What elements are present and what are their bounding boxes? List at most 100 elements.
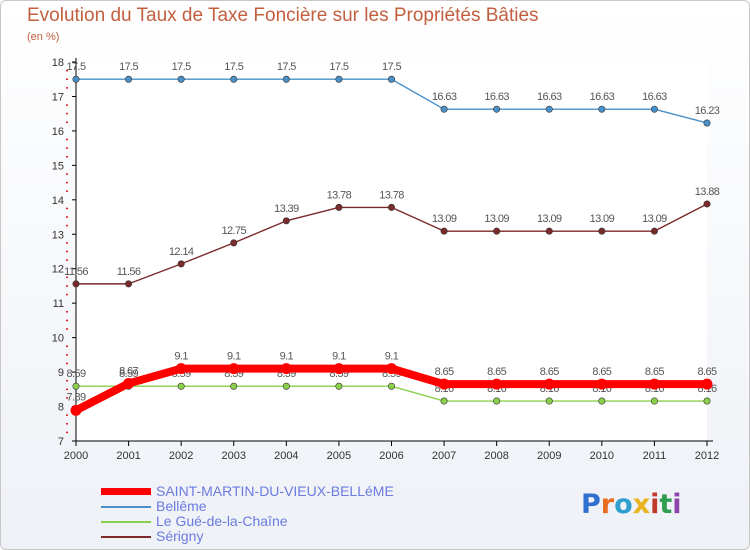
data-label: 9.1 [385, 351, 399, 363]
data-point [282, 382, 290, 390]
x-tick-label: 2006 [379, 450, 403, 462]
data-label: 17.5 [329, 61, 348, 73]
data-point [125, 75, 133, 83]
legend-swatch [101, 506, 151, 508]
data-point [230, 382, 238, 390]
data-point [175, 363, 187, 375]
data-label: 11.56 [64, 266, 88, 278]
data-point [387, 382, 395, 390]
data-point [282, 75, 290, 83]
logo-letter: i [650, 489, 660, 520]
x-tick-label: 2005 [327, 450, 351, 462]
data-label: 17.5 [277, 61, 296, 73]
legend-item: Sérigny [101, 528, 461, 544]
data-point [335, 203, 343, 211]
data-point [387, 203, 395, 211]
data-point [493, 227, 501, 235]
data-label: 8.65 [540, 366, 559, 378]
data-label: 8.65 [592, 366, 611, 378]
x-tick-label: 2008 [484, 450, 508, 462]
data-label: 16.63 [484, 91, 509, 103]
data-point [335, 75, 343, 83]
logo-letter: P [581, 489, 601, 520]
legend-label: Sérigny [156, 528, 204, 544]
x-tick-label: 2001 [116, 450, 140, 462]
data-label: 9.1 [174, 351, 188, 363]
data-point [70, 404, 82, 416]
y-tick-label: 11 [53, 298, 64, 310]
data-point [72, 75, 80, 83]
y-tick-label: 17 [52, 91, 64, 103]
data-label: 13.09 [537, 213, 562, 225]
data-label: 12.14 [169, 246, 194, 258]
data-point [598, 397, 606, 405]
data-label: 8.59 [119, 368, 138, 380]
data-point [648, 378, 660, 390]
data-point [650, 397, 658, 405]
chart-legend: SAINT-MARTIN-DU-VIEUX-BELLéME Bellême Le G… [101, 483, 461, 544]
data-point [491, 378, 503, 390]
legend-item: Bellême [101, 498, 461, 514]
y-axis-unit: (en %) [27, 31, 60, 43]
data-point [228, 363, 240, 375]
data-point [177, 75, 185, 83]
data-point [545, 105, 553, 113]
x-tick-label: 2000 [64, 450, 88, 462]
legend-item: SAINT-MARTIN-DU-VIEUX-BELLéME [101, 483, 461, 499]
x-tick-label: 2002 [169, 450, 193, 462]
data-label: 16.23 [695, 105, 720, 117]
data-point [545, 227, 553, 235]
data-label: 8.67 [119, 365, 138, 377]
data-point [333, 363, 345, 375]
data-point [177, 260, 185, 268]
proxiti-logo: Proxiti [581, 489, 682, 520]
data-label: 9.1 [280, 351, 294, 363]
data-label: 16.63 [537, 91, 562, 103]
data-point [72, 280, 80, 288]
x-tick-label: 2010 [590, 450, 614, 462]
logo-letter: o [614, 489, 633, 520]
data-point [598, 105, 606, 113]
data-point [282, 217, 290, 225]
y-tick-label: 18 [52, 57, 64, 69]
legend-swatch [101, 536, 151, 538]
x-tick-label: 2012 [695, 450, 719, 462]
data-point [440, 397, 448, 405]
data-point [440, 227, 448, 235]
data-label: 12.75 [221, 225, 246, 237]
legend-label: SAINT-MARTIN-DU-VIEUX-BELLéME [156, 483, 394, 499]
legend-label: Bellême [156, 498, 207, 514]
data-label: 11.56 [117, 266, 141, 278]
data-label: 13.09 [642, 213, 667, 225]
y-tick-label: 12 [52, 264, 64, 276]
data-label: 17.5 [119, 61, 138, 73]
data-point [387, 75, 395, 83]
logo-letter: r [600, 489, 615, 520]
data-point [701, 378, 713, 390]
data-label: 16.63 [432, 91, 457, 103]
logo-letter: t [659, 489, 673, 520]
data-point [598, 227, 606, 235]
data-label: 17.5 [172, 61, 191, 73]
x-tick-label: 2004 [274, 450, 298, 462]
data-point [543, 378, 555, 390]
y-tick-label: 10 [52, 333, 64, 345]
data-label: 8.65 [645, 366, 664, 378]
y-tick-label: 14 [52, 195, 64, 207]
data-label: 13.39 [274, 203, 299, 215]
y-tick-label: 13 [52, 229, 64, 241]
y-tick-label: 16 [52, 126, 64, 138]
data-label: 8.65 [435, 366, 454, 378]
data-label: 7.89 [66, 391, 85, 403]
legend-swatch [101, 521, 151, 523]
data-point [72, 382, 80, 390]
data-point [280, 363, 292, 375]
legend-swatch [101, 488, 151, 495]
x-tick-label: 2009 [537, 450, 561, 462]
data-label: 13.88 [695, 186, 720, 198]
data-label: 8.65 [697, 366, 716, 378]
data-label: 9.1 [332, 351, 346, 363]
data-label: 17.5 [66, 61, 85, 73]
data-label: 16.63 [642, 91, 667, 103]
